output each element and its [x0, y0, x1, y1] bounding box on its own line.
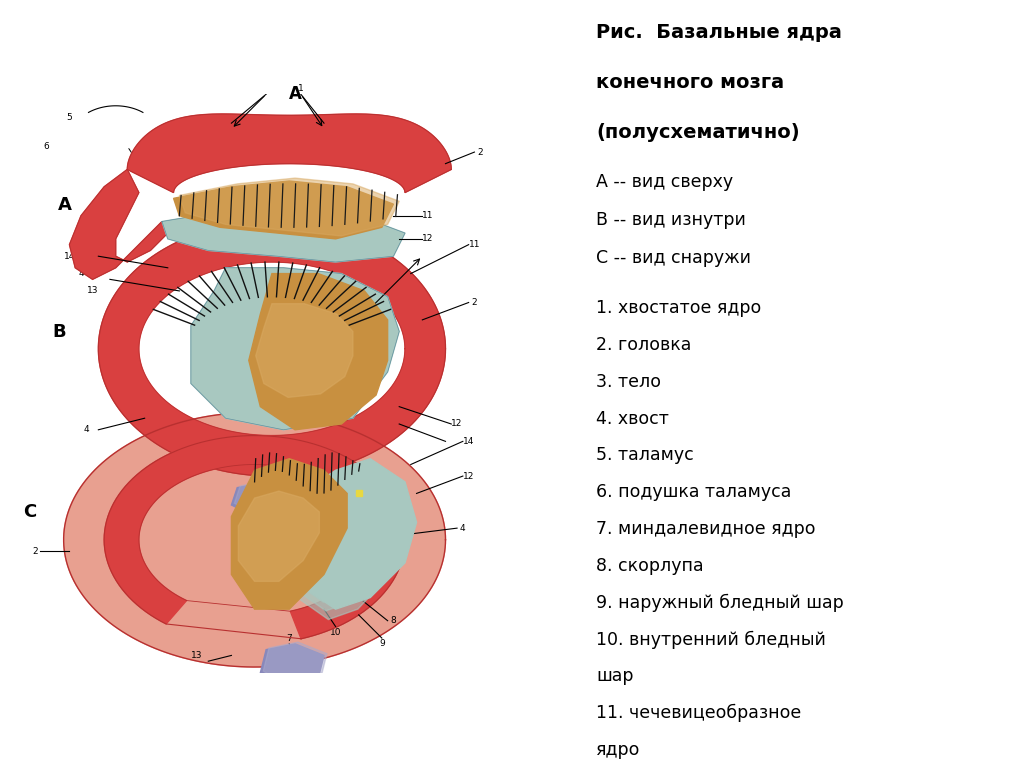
Text: 13: 13	[87, 286, 98, 295]
Polygon shape	[294, 467, 392, 602]
Polygon shape	[104, 436, 404, 639]
Polygon shape	[98, 222, 445, 476]
Text: 6: 6	[43, 142, 49, 151]
Text: 9. наружный бледный шар: 9. наружный бледный шар	[596, 594, 844, 612]
Text: ядро: ядро	[596, 741, 641, 759]
Polygon shape	[190, 268, 399, 430]
Text: 4. хвост: 4. хвост	[596, 410, 670, 427]
Polygon shape	[299, 484, 397, 620]
Polygon shape	[260, 644, 324, 690]
Text: 11. чечевицеобразное: 11. чечевицеобразное	[596, 704, 802, 723]
Polygon shape	[70, 170, 168, 279]
Text: 7: 7	[274, 460, 281, 469]
Polygon shape	[173, 181, 393, 239]
Text: 4: 4	[460, 524, 466, 532]
Text: конечного мозга: конечного мозга	[596, 73, 784, 92]
Text: 13: 13	[190, 651, 203, 660]
Text: С -- вид снаружи: С -- вид снаружи	[596, 249, 752, 267]
Text: A: A	[57, 196, 72, 214]
Text: 3: 3	[281, 199, 287, 209]
Text: 7: 7	[287, 634, 292, 643]
Text: 1: 1	[298, 84, 304, 93]
Text: 14: 14	[463, 437, 474, 446]
Text: 8: 8	[390, 616, 396, 625]
Text: C: C	[24, 502, 37, 521]
Polygon shape	[63, 413, 445, 667]
Text: 2: 2	[472, 298, 477, 307]
Polygon shape	[127, 114, 452, 193]
Polygon shape	[179, 178, 399, 236]
Text: B: B	[52, 323, 66, 341]
Polygon shape	[263, 642, 327, 689]
Text: (полусхематично): (полусхематично)	[596, 123, 800, 142]
Text: Рис.  Базальные ядра: Рис. Базальные ядра	[596, 23, 843, 42]
Text: 3. тело: 3. тело	[596, 373, 662, 390]
Text: А: А	[289, 85, 302, 104]
Text: 10: 10	[330, 627, 341, 637]
Text: 1. хвостатое ядро: 1. хвостатое ядро	[596, 299, 762, 317]
Text: 11: 11	[422, 211, 434, 220]
Polygon shape	[231, 482, 295, 522]
Text: 5. таламус: 5. таламус	[596, 446, 694, 464]
Text: 2: 2	[477, 147, 483, 156]
Text: шар: шар	[596, 667, 634, 685]
Text: 2: 2	[32, 547, 38, 556]
Text: 11: 11	[469, 240, 480, 249]
Text: 12: 12	[423, 235, 434, 243]
Text: 9: 9	[379, 640, 385, 648]
Text: 6. подушка таламуса: 6. подушка таламуса	[596, 483, 792, 501]
Text: 7. миндалевидное ядро: 7. миндалевидное ядро	[596, 520, 816, 538]
Text: 12: 12	[463, 472, 474, 481]
Text: 3: 3	[274, 385, 281, 393]
Text: 14: 14	[63, 252, 75, 261]
Text: 10. внутренний бледный: 10. внутренний бледный	[596, 630, 826, 649]
Polygon shape	[162, 204, 404, 262]
Text: 5: 5	[67, 113, 73, 122]
Polygon shape	[249, 274, 388, 430]
Text: 4: 4	[78, 269, 84, 278]
Text: 12: 12	[452, 420, 463, 429]
Polygon shape	[231, 459, 347, 609]
Text: А -- вид сверху: А -- вид сверху	[596, 173, 733, 190]
Polygon shape	[239, 491, 319, 581]
Polygon shape	[256, 304, 353, 397]
Polygon shape	[301, 459, 417, 609]
Text: 2. головка: 2. головка	[596, 336, 692, 354]
Text: В -- вид изнутри: В -- вид изнутри	[596, 211, 746, 229]
Polygon shape	[296, 476, 394, 611]
Text: 8. скорлупа: 8. скорлупа	[596, 557, 705, 574]
Polygon shape	[234, 480, 298, 521]
Text: 4: 4	[84, 425, 89, 434]
